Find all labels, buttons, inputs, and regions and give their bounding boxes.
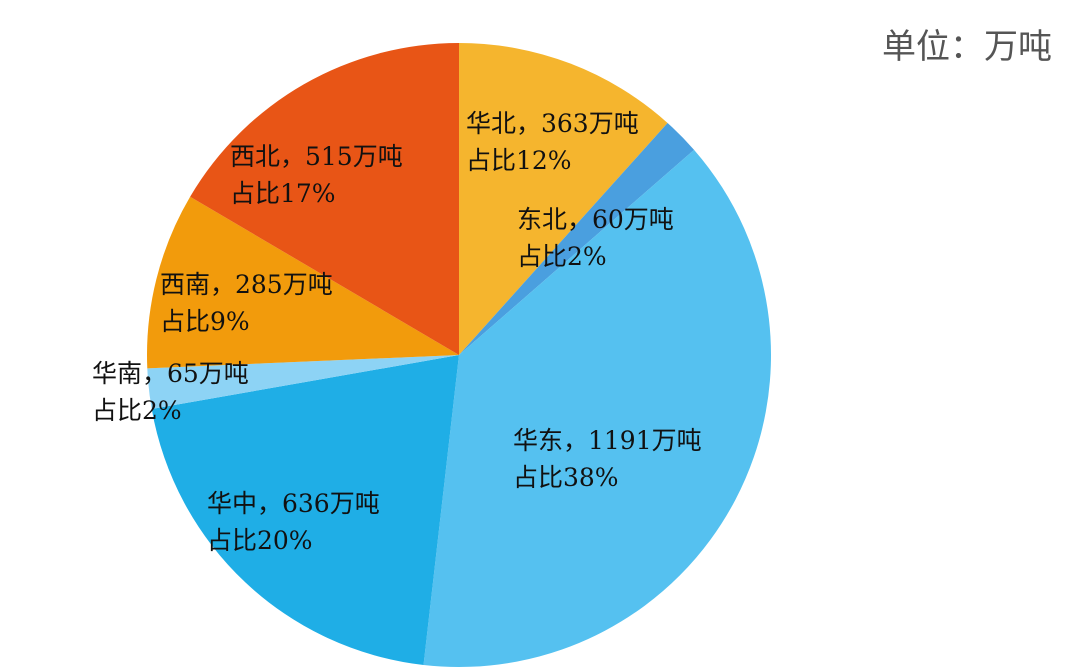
value-label: 西南，285万吨: [160, 270, 333, 299]
pie-slice: [423, 149, 771, 668]
percent-label: 占比9%: [160, 307, 250, 336]
percent-label: 占比2%: [517, 242, 607, 271]
pie: [147, 43, 771, 668]
percent-label: 占比20%: [207, 526, 313, 555]
pie-slice: [190, 43, 459, 355]
pie-slice: [151, 355, 460, 665]
pie-slice: [147, 196, 459, 369]
value-label: 西北，515万吨: [230, 142, 403, 171]
value-label: 东北，60万吨: [517, 205, 674, 234]
percent-label: 占比12%: [466, 146, 572, 175]
percent-label: 占比2%: [92, 396, 182, 425]
value-label: 华中，636万吨: [207, 489, 380, 518]
pie-slice: [147, 355, 459, 410]
labels: 华北，363万吨占比12%东北，60万吨占比2%华东，1191万吨占比38%华中…: [92, 109, 702, 555]
percent-label: 占比38%: [513, 463, 619, 492]
unit-label: 单位：万吨: [882, 27, 1052, 67]
pie-slice: [459, 43, 668, 355]
value-label: 华南，65万吨: [92, 359, 249, 388]
value-label: 华东，1191万吨: [513, 426, 702, 455]
pie-slice: [459, 122, 695, 355]
value-label: 华北，363万吨: [466, 109, 639, 138]
percent-label: 占比17%: [230, 179, 336, 208]
